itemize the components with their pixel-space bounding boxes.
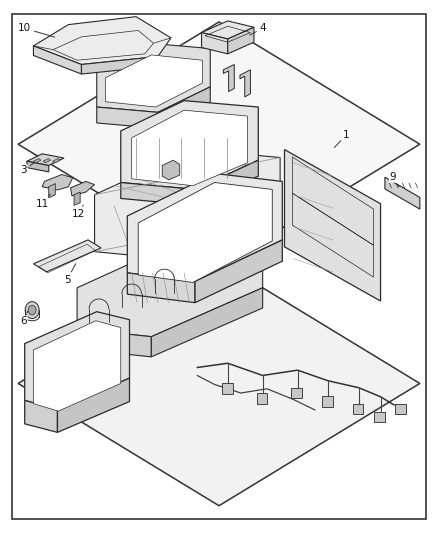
Polygon shape — [33, 159, 41, 163]
Polygon shape — [385, 177, 420, 209]
Polygon shape — [374, 411, 385, 422]
Polygon shape — [240, 70, 251, 97]
Polygon shape — [201, 33, 228, 54]
Polygon shape — [77, 237, 263, 337]
Polygon shape — [121, 101, 258, 189]
Polygon shape — [162, 160, 180, 180]
Polygon shape — [49, 183, 55, 198]
FancyBboxPatch shape — [12, 14, 426, 519]
Text: 4: 4 — [250, 23, 266, 35]
Polygon shape — [43, 159, 50, 163]
Polygon shape — [42, 174, 73, 190]
Polygon shape — [74, 192, 80, 205]
Polygon shape — [25, 400, 57, 432]
Polygon shape — [285, 150, 381, 301]
Polygon shape — [195, 240, 283, 303]
Polygon shape — [291, 387, 302, 398]
Polygon shape — [71, 181, 95, 196]
Text: 10: 10 — [18, 23, 55, 37]
Polygon shape — [257, 393, 267, 403]
Polygon shape — [106, 55, 202, 107]
Text: 11: 11 — [35, 194, 50, 209]
Text: 3: 3 — [21, 163, 34, 175]
Circle shape — [28, 305, 36, 315]
Polygon shape — [33, 46, 81, 74]
Polygon shape — [95, 150, 280, 260]
Text: 6: 6 — [21, 311, 28, 326]
Text: 1: 1 — [335, 130, 350, 148]
Polygon shape — [97, 43, 210, 112]
Polygon shape — [33, 17, 171, 64]
Polygon shape — [223, 64, 234, 92]
Polygon shape — [18, 22, 420, 266]
Polygon shape — [25, 312, 130, 409]
Polygon shape — [151, 288, 263, 357]
Text: 5: 5 — [64, 264, 76, 285]
Text: 9: 9 — [389, 172, 399, 187]
Polygon shape — [132, 110, 247, 185]
Polygon shape — [127, 273, 195, 303]
Polygon shape — [27, 154, 64, 165]
Polygon shape — [18, 261, 420, 506]
Polygon shape — [353, 403, 363, 414]
Polygon shape — [158, 87, 210, 128]
Polygon shape — [127, 173, 283, 281]
Polygon shape — [53, 159, 60, 163]
Polygon shape — [322, 396, 332, 407]
Polygon shape — [121, 182, 195, 205]
Circle shape — [25, 302, 39, 319]
Polygon shape — [27, 161, 49, 172]
Polygon shape — [57, 378, 130, 432]
Polygon shape — [33, 321, 121, 411]
Polygon shape — [396, 403, 406, 414]
Polygon shape — [201, 21, 254, 39]
Polygon shape — [228, 27, 254, 54]
Text: 12: 12 — [72, 205, 85, 220]
Polygon shape — [138, 182, 272, 282]
Polygon shape — [223, 383, 233, 394]
Polygon shape — [81, 56, 158, 74]
Polygon shape — [195, 160, 258, 205]
Polygon shape — [33, 240, 101, 272]
Polygon shape — [77, 329, 151, 357]
Polygon shape — [97, 107, 158, 128]
